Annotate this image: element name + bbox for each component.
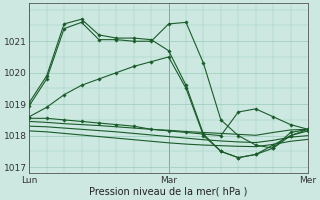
X-axis label: Pression niveau de la mer( hPa ): Pression niveau de la mer( hPa ) (89, 187, 248, 197)
